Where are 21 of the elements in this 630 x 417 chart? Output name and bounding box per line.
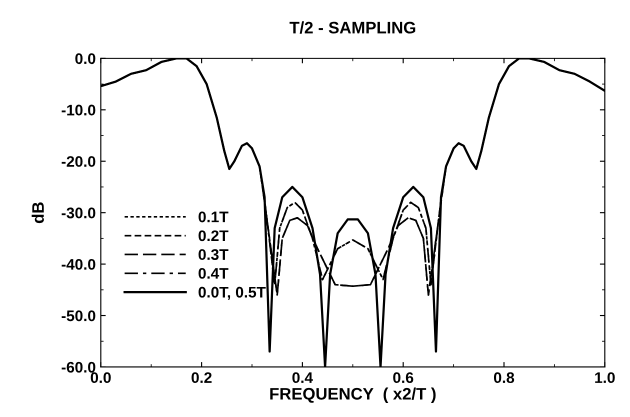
y-tick-label: 0.0: [75, 53, 96, 64]
chart-title: T/2 - SAMPLING: [290, 21, 416, 34]
x-tick-label: 0.6: [393, 372, 414, 384]
x-tick-label: 0.4: [292, 372, 313, 384]
legend-label: 0.2T: [198, 230, 228, 242]
x-tick-label: 0.2: [192, 372, 212, 384]
y-tick-label: -30.0: [62, 208, 96, 218]
legend-label: 0.0T, 0.5T: [198, 286, 266, 300]
x-tick-label: 1.0: [595, 372, 615, 384]
legend-label: 0.1T: [198, 212, 228, 222]
y-tick-label: -60.0: [62, 362, 96, 373]
y-tick-label: -40.0: [62, 258, 96, 270]
y-tick-label: -10.0: [62, 104, 96, 116]
legend-label: 0.4T: [198, 268, 228, 279]
x-tick-label: 0.8: [494, 372, 514, 384]
legend-label: 0.3T: [198, 249, 228, 260]
y-tick-label: -50.0: [62, 310, 96, 322]
y-tick-label: -20.0: [62, 156, 96, 167]
x-axis-title: FREQUENCY ( x2/T ): [270, 387, 436, 403]
y-axis-title: dB: [32, 202, 44, 224]
x-tick-label: 0.0: [90, 372, 111, 384]
